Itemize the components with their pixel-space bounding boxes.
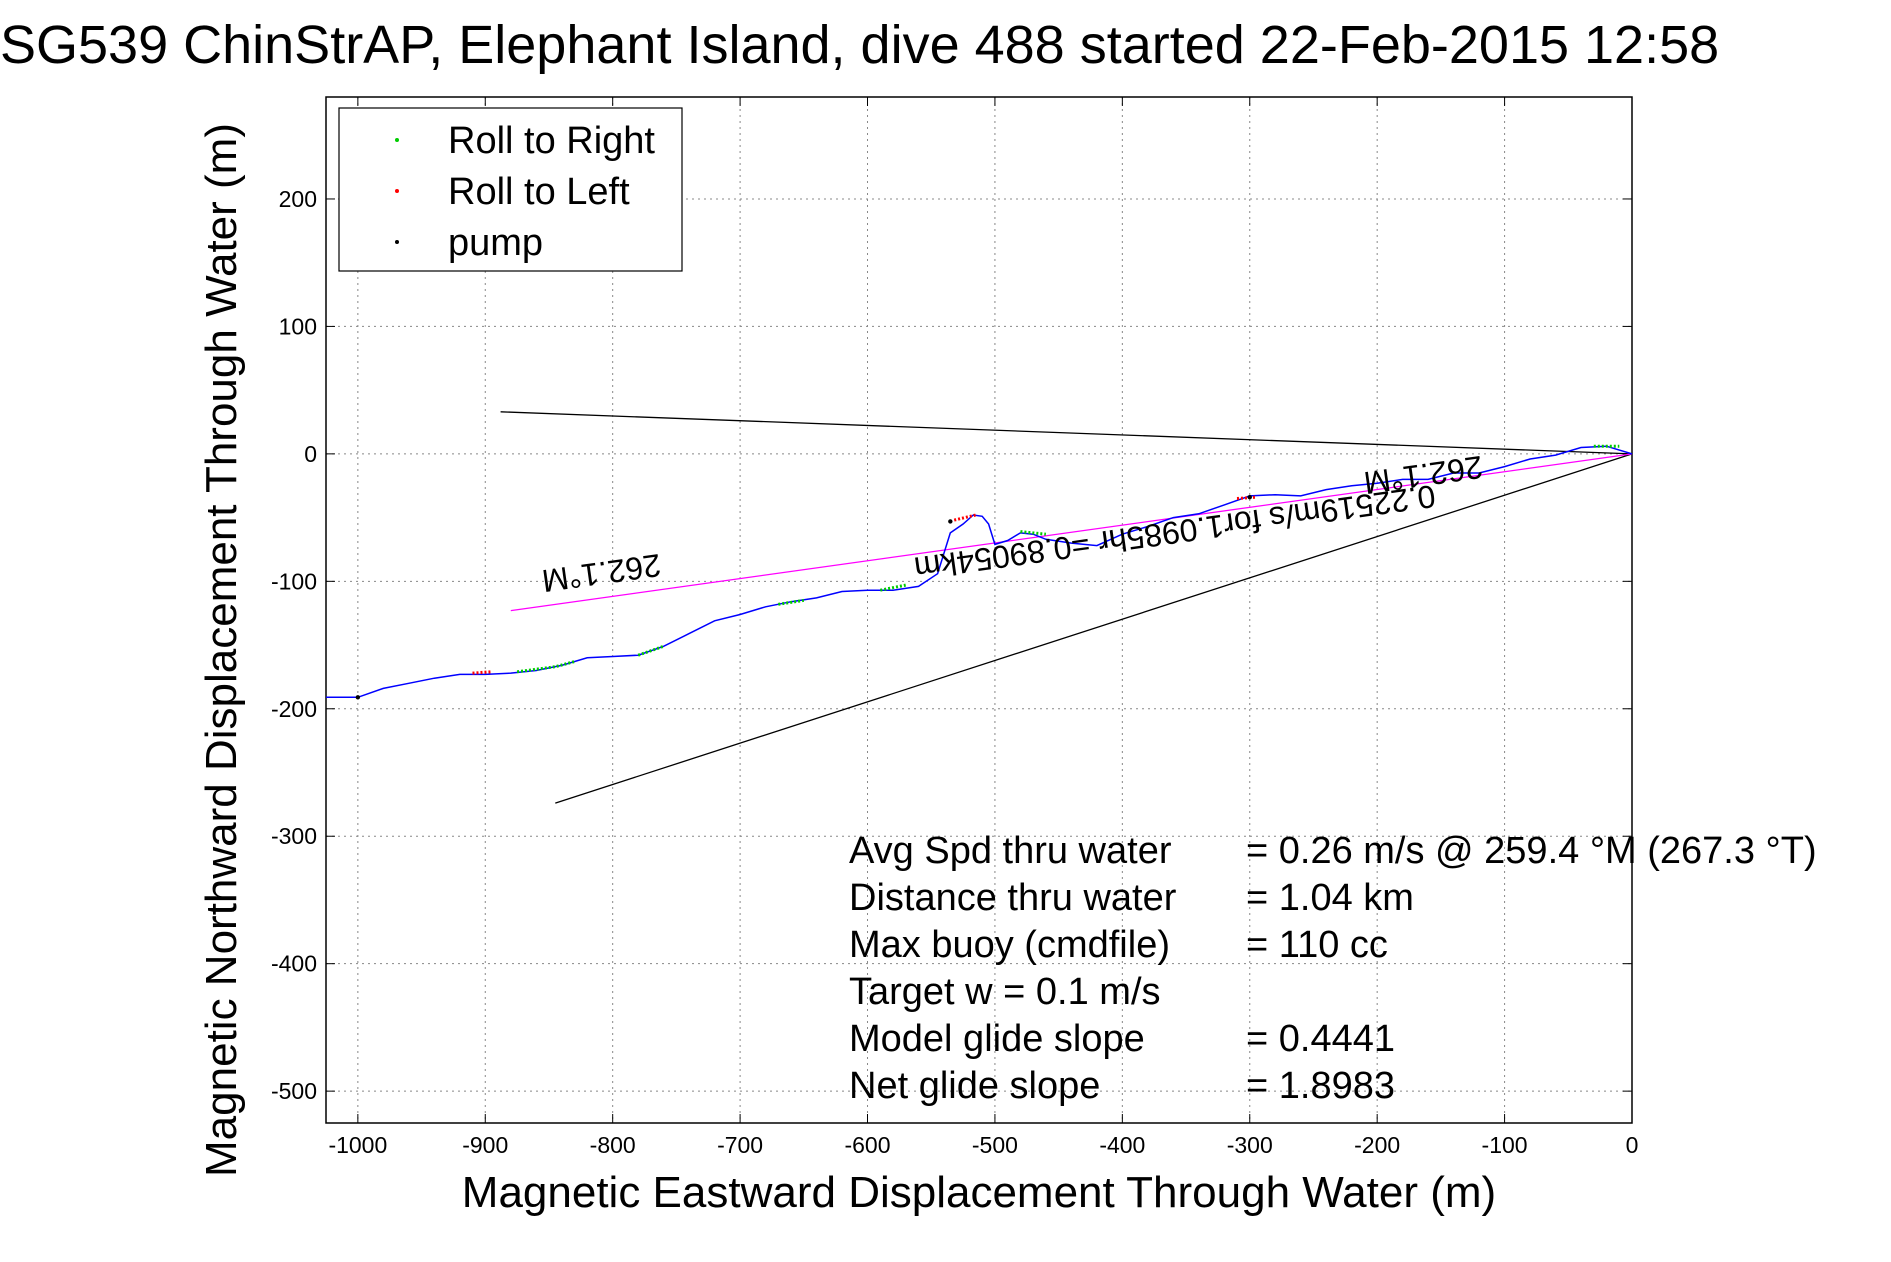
legend-label: Roll to Right bbox=[448, 120, 655, 162]
stat-value: = 110 cc bbox=[1246, 924, 1388, 966]
series-layer bbox=[326, 411, 1633, 804]
axes: -1000 -900 -800 -700 -600 -500 -400 -300 -200 -10… bbox=[271, 96, 1639, 1158]
x-tick-label: -800 bbox=[590, 1132, 636, 1158]
stat-label: Avg Spd thru water bbox=[849, 830, 1172, 872]
track-line bbox=[326, 445, 1633, 699]
chart-title: SG539 ChinStrAP, Elephant Island, dive 4… bbox=[0, 15, 1719, 75]
heading-line bbox=[510, 453, 1633, 612]
y-tick-label: -300 bbox=[271, 823, 317, 849]
stat-value: = 0.4441 bbox=[1246, 1018, 1395, 1060]
roll-right-segment bbox=[880, 583, 906, 592]
reference-line bbox=[555, 453, 1633, 804]
stats-box: Avg Spd thru water = 0.26 m/s @ 259.4 °M … bbox=[849, 830, 1817, 1107]
x-tick-label: -600 bbox=[844, 1132, 890, 1158]
x-tick-label: -700 bbox=[717, 1132, 763, 1158]
stat-value: = 1.8983 bbox=[1246, 1065, 1395, 1107]
legend-marker bbox=[395, 138, 399, 142]
y-tick-label: -400 bbox=[271, 951, 317, 977]
x-axis-label: Magnetic Eastward Displacement Through W… bbox=[462, 1168, 1496, 1217]
y-tick-label: -500 bbox=[271, 1078, 317, 1104]
y-tick-label: -100 bbox=[271, 568, 317, 594]
roll-right-segment bbox=[778, 598, 805, 606]
pump-point bbox=[1247, 495, 1252, 500]
y-tick-label: 200 bbox=[279, 186, 317, 212]
legend: Roll to Right Roll to Left pump bbox=[338, 107, 683, 272]
stat-label: Max buoy (cmdfile) bbox=[849, 924, 1170, 966]
y-tick-label: 100 bbox=[279, 313, 317, 339]
x-tick-label: -200 bbox=[1354, 1132, 1400, 1158]
x-tick-label: -300 bbox=[1227, 1132, 1273, 1158]
axes-box bbox=[325, 96, 1633, 1124]
stat-value: = 0.26 m/s @ 259.4 °M (267.3 °T) bbox=[1246, 830, 1817, 872]
y-tick-label: 0 bbox=[304, 441, 317, 467]
reference-line bbox=[500, 411, 1633, 455]
roll-right-segment bbox=[637, 644, 665, 657]
y-axis-label: Magnetic Northward Displacement Through … bbox=[197, 123, 246, 1177]
pump-point bbox=[355, 695, 361, 700]
x-tick-label: -1000 bbox=[328, 1132, 387, 1158]
stat-label: Distance thru water bbox=[849, 877, 1177, 919]
roll-right-segment bbox=[516, 660, 575, 674]
x-tick-label: -900 bbox=[462, 1132, 508, 1158]
roll-left-segment bbox=[472, 670, 492, 675]
legend-marker bbox=[395, 189, 399, 193]
legend-label: pump bbox=[448, 222, 543, 264]
x-tick-label: -100 bbox=[1482, 1132, 1528, 1158]
x-tick-label: 0 bbox=[1626, 1132, 1639, 1158]
x-tick-label: -400 bbox=[1099, 1132, 1145, 1158]
roll-right-segment bbox=[1020, 530, 1047, 536]
stat-value: = 1.04 km bbox=[1246, 877, 1414, 919]
legend-label: Roll to Left bbox=[448, 171, 630, 213]
y-tick-label: -200 bbox=[271, 696, 317, 722]
stat-label: Net glide slope bbox=[849, 1065, 1100, 1107]
roll-left-segment bbox=[1236, 495, 1257, 500]
pump-point bbox=[948, 519, 953, 524]
stat-label: Target w = 0.1 m/s bbox=[849, 971, 1161, 1013]
x-tick-label: -500 bbox=[972, 1132, 1018, 1158]
legend-marker bbox=[395, 240, 399, 244]
stat-label: Model glide slope bbox=[849, 1018, 1145, 1060]
